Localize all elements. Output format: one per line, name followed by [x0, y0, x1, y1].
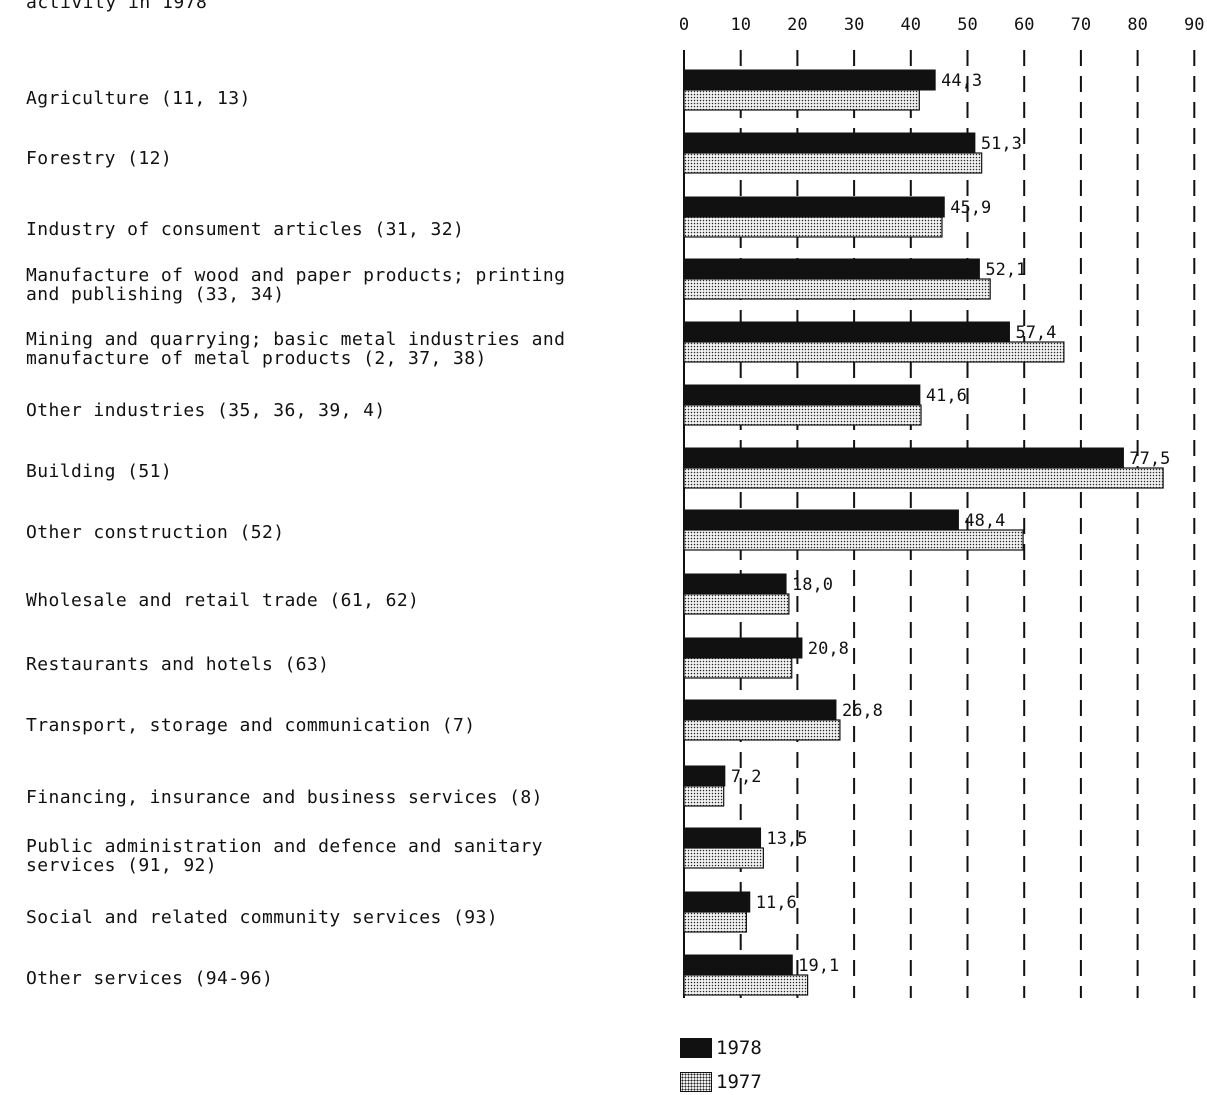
bar-1978	[683, 196, 945, 218]
bar-1978	[683, 69, 936, 91]
data-label-1978: 45,9	[950, 198, 991, 218]
bar-1977	[683, 529, 1024, 551]
bar-1978	[683, 321, 1010, 343]
category-label-line: Other services (94-96)	[26, 968, 274, 989]
bar-1977	[683, 657, 793, 679]
legend-item-1977: 1977	[680, 1071, 762, 1093]
legend-swatch-1977	[680, 1072, 712, 1092]
data-label-1978: 57,4	[1015, 323, 1056, 343]
category-label-line: Social and related community services (9…	[26, 907, 498, 928]
category-label: Social and related community services (9…	[26, 908, 626, 927]
bar-1978	[683, 765, 726, 787]
bar-1977	[683, 89, 920, 111]
category-label: Public administration and defence and sa…	[26, 837, 626, 875]
category-label: Other industries (35, 36, 39, 4)	[26, 401, 626, 420]
category-label-line: Mining and quarrying; basic metal indust…	[26, 329, 566, 350]
category-label: Financing, insurance and business servic…	[26, 788, 626, 807]
x-tick-label: 40	[901, 15, 921, 35]
category-label-line: Building (51)	[26, 461, 173, 482]
category-label-line: Agriculture (11, 13)	[26, 88, 251, 109]
category-label: Mining and quarrying; basic metal indust…	[26, 330, 626, 368]
bar-1977	[683, 152, 983, 174]
bar-1977	[683, 467, 1164, 489]
category-label-line: Other construction (52)	[26, 522, 285, 543]
category-label: Transport, storage and communication (7)	[26, 716, 626, 735]
data-label-1978: 20,8	[808, 639, 849, 659]
category-label-line: and publishing (33, 34)	[26, 284, 285, 305]
bar-1978	[683, 637, 803, 659]
x-tick-label: 80	[1127, 15, 1147, 35]
category-label-line: manufacture of metal products (2, 37, 38…	[26, 348, 487, 369]
category-label: Industry of consument articles (31, 32)	[26, 220, 626, 239]
bar-1977	[683, 593, 790, 615]
x-tick-label: 30	[844, 15, 864, 35]
bar-1978	[683, 132, 976, 154]
bar-1977	[683, 785, 725, 807]
x-tick-label: 70	[1071, 15, 1091, 35]
bar-1978	[683, 509, 959, 531]
data-label-1978: 44,3	[941, 71, 982, 91]
category-label-line: services (91, 92)	[26, 855, 218, 876]
bar-1978	[683, 827, 762, 849]
category-label-line: Transport, storage and communication (7)	[26, 715, 476, 736]
category-label-line: Financing, insurance and business servic…	[26, 787, 543, 808]
x-tick-label: 60	[1014, 15, 1034, 35]
bar-1978	[683, 891, 751, 913]
legend-item-1978: 1978	[680, 1037, 762, 1059]
data-label-1978: 51,3	[981, 134, 1022, 154]
data-label-1978: 52,1	[985, 260, 1026, 280]
bar-1977	[683, 278, 991, 300]
x-tick-label: 50	[957, 15, 977, 35]
legend-swatch-1978	[680, 1038, 712, 1058]
data-label-1978: 77,5	[1129, 449, 1170, 469]
bar-1977	[683, 911, 747, 933]
category-label-line: Forestry (12)	[26, 148, 173, 169]
data-label-1978: 19,1	[798, 956, 839, 976]
data-label-1978: 26,8	[842, 701, 883, 721]
category-label-line: Public administration and defence and sa…	[26, 836, 543, 857]
legend-label-1977: 1977	[716, 1071, 762, 1093]
data-label-1978: 48,4	[964, 511, 1005, 531]
data-label-1978: 41,6	[926, 386, 967, 406]
data-label-1978: 18,0	[792, 575, 833, 595]
bar-1978	[683, 447, 1124, 469]
category-label-line: Restaurants and hotels (63)	[26, 654, 330, 675]
category-label-line: Other industries (35, 36, 39, 4)	[26, 400, 386, 421]
category-label: Manufacture of wood and paper products; …	[26, 266, 626, 304]
x-tick-label: 90	[1184, 15, 1204, 35]
bar-1977	[683, 404, 922, 426]
bar-1977	[683, 341, 1065, 363]
data-labels: 44,3 51,3 45,9 52,1 57,4 41,6 77,5 48,4 18,0 20,8…	[731, 71, 1171, 976]
legend-label-1978: 1978	[716, 1037, 762, 1059]
category-label: Other construction (52)	[26, 523, 626, 542]
bar-1978	[683, 258, 980, 280]
category-label-line: Wholesale and retail trade (61, 62)	[26, 590, 420, 611]
category-label: Wholesale and retail trade (61, 62)	[26, 591, 626, 610]
data-label-1978: 7,2	[731, 767, 762, 787]
bar-1977	[683, 216, 943, 238]
bar-1977	[683, 847, 764, 869]
category-label-line: Manufacture of wood and paper products; …	[26, 265, 566, 286]
category-label: Forestry (12)	[26, 149, 626, 168]
data-label-1978: 13,5	[767, 829, 808, 849]
x-tick-labels: 0 10 20 30 40 50 60 70 80 90	[679, 15, 1205, 35]
category-label: Other services (94-96)	[26, 969, 626, 988]
data-label-1978: 11,6	[756, 893, 797, 913]
category-label: Agriculture (11, 13)	[26, 89, 626, 108]
x-tick-label: 0	[679, 15, 689, 35]
bar-1977	[683, 974, 809, 996]
category-label: Restaurants and hotels (63)	[26, 655, 626, 674]
bar-1978	[683, 573, 787, 595]
bar-1978	[683, 954, 793, 976]
bars	[683, 69, 1164, 996]
bar-1978	[683, 699, 837, 721]
category-label: Building (51)	[26, 462, 626, 481]
bar-1977	[683, 719, 841, 741]
chart-title: activity in 1978	[26, 0, 208, 13]
category-label-line: Industry of consument articles (31, 32)	[26, 219, 465, 240]
x-tick-label: 10	[730, 15, 750, 35]
bar-1978	[683, 384, 921, 406]
x-tick-label: 20	[787, 15, 807, 35]
